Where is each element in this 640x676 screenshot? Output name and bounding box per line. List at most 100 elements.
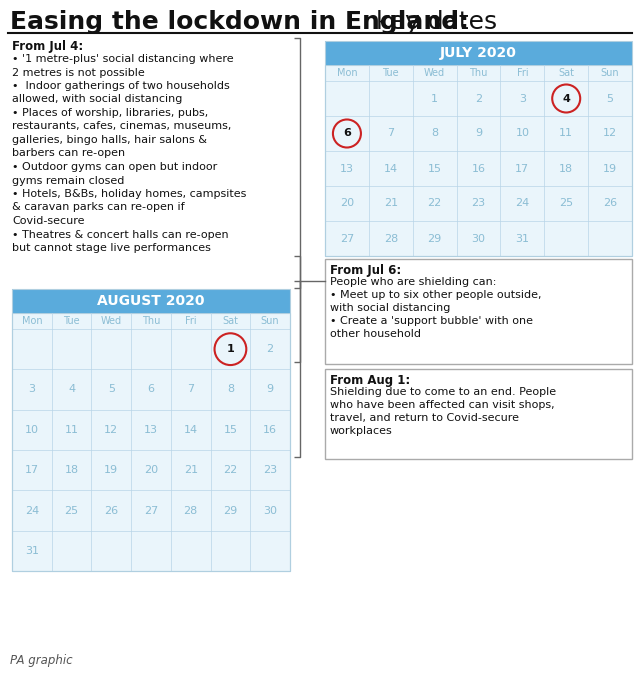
Text: 26: 26 bbox=[603, 199, 617, 208]
Text: 13: 13 bbox=[340, 164, 354, 174]
Text: 14: 14 bbox=[184, 425, 198, 435]
Text: 28: 28 bbox=[184, 506, 198, 516]
FancyBboxPatch shape bbox=[12, 289, 290, 313]
Text: JULY 2020: JULY 2020 bbox=[440, 46, 517, 60]
Text: 6: 6 bbox=[147, 385, 154, 395]
Text: 28: 28 bbox=[383, 233, 398, 243]
Text: • Create a 'support bubble' with one: • Create a 'support bubble' with one bbox=[330, 316, 533, 326]
Text: Covid-secure: Covid-secure bbox=[12, 216, 84, 226]
Text: 17: 17 bbox=[25, 465, 39, 475]
Text: 5: 5 bbox=[108, 385, 115, 395]
Text: 3: 3 bbox=[28, 385, 35, 395]
Text: 11: 11 bbox=[65, 425, 79, 435]
Text: Mon: Mon bbox=[22, 316, 42, 326]
Text: workplaces: workplaces bbox=[330, 426, 393, 436]
Text: Sun: Sun bbox=[601, 68, 620, 78]
Text: 10: 10 bbox=[25, 425, 39, 435]
Text: but cannot stage live performances: but cannot stage live performances bbox=[12, 243, 211, 253]
Text: Tue: Tue bbox=[63, 316, 80, 326]
Text: 1: 1 bbox=[227, 344, 234, 354]
Text: 29: 29 bbox=[223, 506, 237, 516]
Text: Thu: Thu bbox=[469, 68, 488, 78]
Text: 1: 1 bbox=[431, 93, 438, 103]
Text: with social distancing: with social distancing bbox=[330, 303, 451, 313]
Text: 19: 19 bbox=[603, 164, 617, 174]
Text: Sat: Sat bbox=[223, 316, 239, 326]
Text: • Meet up to six other people outside,: • Meet up to six other people outside, bbox=[330, 290, 541, 300]
FancyBboxPatch shape bbox=[12, 313, 290, 571]
Text: Wed: Wed bbox=[424, 68, 445, 78]
Text: 22: 22 bbox=[223, 465, 237, 475]
Text: 11: 11 bbox=[559, 128, 573, 139]
Text: galleries, bingo halls, hair salons &: galleries, bingo halls, hair salons & bbox=[12, 135, 207, 145]
Text: restaurants, cafes, cinemas, museums,: restaurants, cafes, cinemas, museums, bbox=[12, 122, 232, 132]
FancyBboxPatch shape bbox=[325, 65, 632, 256]
Text: Shielding due to come to an end. People: Shielding due to come to an end. People bbox=[330, 387, 556, 397]
Text: Tue: Tue bbox=[383, 68, 399, 78]
Text: From Aug 1:: From Aug 1: bbox=[330, 374, 410, 387]
Text: 15: 15 bbox=[223, 425, 237, 435]
Text: travel, and return to Covid-secure: travel, and return to Covid-secure bbox=[330, 413, 519, 423]
Text: 2: 2 bbox=[475, 93, 482, 103]
Text: Thu: Thu bbox=[142, 316, 160, 326]
Text: 29: 29 bbox=[428, 233, 442, 243]
Text: • Theatres & concert halls can re-open: • Theatres & concert halls can re-open bbox=[12, 229, 228, 239]
Text: Fri: Fri bbox=[516, 68, 528, 78]
Text: 12: 12 bbox=[104, 425, 118, 435]
Text: 31: 31 bbox=[515, 233, 529, 243]
Text: 23: 23 bbox=[472, 199, 486, 208]
Text: 27: 27 bbox=[144, 506, 158, 516]
Text: Fri: Fri bbox=[185, 316, 196, 326]
Text: 6: 6 bbox=[343, 128, 351, 139]
Text: 25: 25 bbox=[65, 506, 79, 516]
Text: Sat: Sat bbox=[558, 68, 574, 78]
Text: • Outdoor gyms can open but indoor: • Outdoor gyms can open but indoor bbox=[12, 162, 217, 172]
Text: 18: 18 bbox=[65, 465, 79, 475]
Text: who have been affected can visit shops,: who have been affected can visit shops, bbox=[330, 400, 555, 410]
Text: PA graphic: PA graphic bbox=[10, 654, 72, 667]
Text: 7: 7 bbox=[187, 385, 195, 395]
Text: 7: 7 bbox=[387, 128, 394, 139]
Text: 14: 14 bbox=[384, 164, 398, 174]
FancyBboxPatch shape bbox=[325, 369, 632, 459]
Text: 18: 18 bbox=[559, 164, 573, 174]
Text: 21: 21 bbox=[384, 199, 398, 208]
Text: 2 metres is not possible: 2 metres is not possible bbox=[12, 68, 145, 78]
Text: 17: 17 bbox=[515, 164, 529, 174]
FancyBboxPatch shape bbox=[325, 259, 632, 364]
Text: 16: 16 bbox=[472, 164, 486, 174]
Text: 4: 4 bbox=[563, 93, 570, 103]
Text: 16: 16 bbox=[263, 425, 277, 435]
Text: 24: 24 bbox=[25, 506, 39, 516]
Text: 30: 30 bbox=[263, 506, 277, 516]
Text: 26: 26 bbox=[104, 506, 118, 516]
Text: 15: 15 bbox=[428, 164, 442, 174]
Text: People who are shielding can:: People who are shielding can: bbox=[330, 277, 497, 287]
Text: 21: 21 bbox=[184, 465, 198, 475]
Text: 22: 22 bbox=[428, 199, 442, 208]
Text: Mon: Mon bbox=[337, 68, 357, 78]
Text: & caravan parks can re-open if: & caravan parks can re-open if bbox=[12, 203, 184, 212]
FancyBboxPatch shape bbox=[325, 41, 632, 65]
Text: • Places of worship, libraries, pubs,: • Places of worship, libraries, pubs, bbox=[12, 108, 208, 118]
Text: •  Indoor gatherings of two households: • Indoor gatherings of two households bbox=[12, 81, 230, 91]
Text: barbers can re-open: barbers can re-open bbox=[12, 149, 125, 158]
Text: 31: 31 bbox=[25, 546, 39, 556]
Text: allowed, with social distancing: allowed, with social distancing bbox=[12, 95, 182, 105]
Text: 27: 27 bbox=[340, 233, 354, 243]
Text: From Jul 4:: From Jul 4: bbox=[12, 40, 83, 53]
Text: 24: 24 bbox=[515, 199, 529, 208]
Text: gyms remain closed: gyms remain closed bbox=[12, 176, 124, 185]
Text: key dates: key dates bbox=[368, 10, 497, 34]
Text: 23: 23 bbox=[263, 465, 277, 475]
Text: 4: 4 bbox=[68, 385, 75, 395]
Text: Sun: Sun bbox=[261, 316, 280, 326]
Text: AUGUST 2020: AUGUST 2020 bbox=[97, 294, 205, 308]
Text: Wed: Wed bbox=[100, 316, 122, 326]
Text: other household: other household bbox=[330, 329, 421, 339]
Text: 20: 20 bbox=[340, 199, 354, 208]
Text: Easing the lockdown in England:: Easing the lockdown in England: bbox=[10, 10, 469, 34]
Text: 9: 9 bbox=[267, 385, 274, 395]
Text: 9: 9 bbox=[475, 128, 482, 139]
Text: 12: 12 bbox=[603, 128, 617, 139]
